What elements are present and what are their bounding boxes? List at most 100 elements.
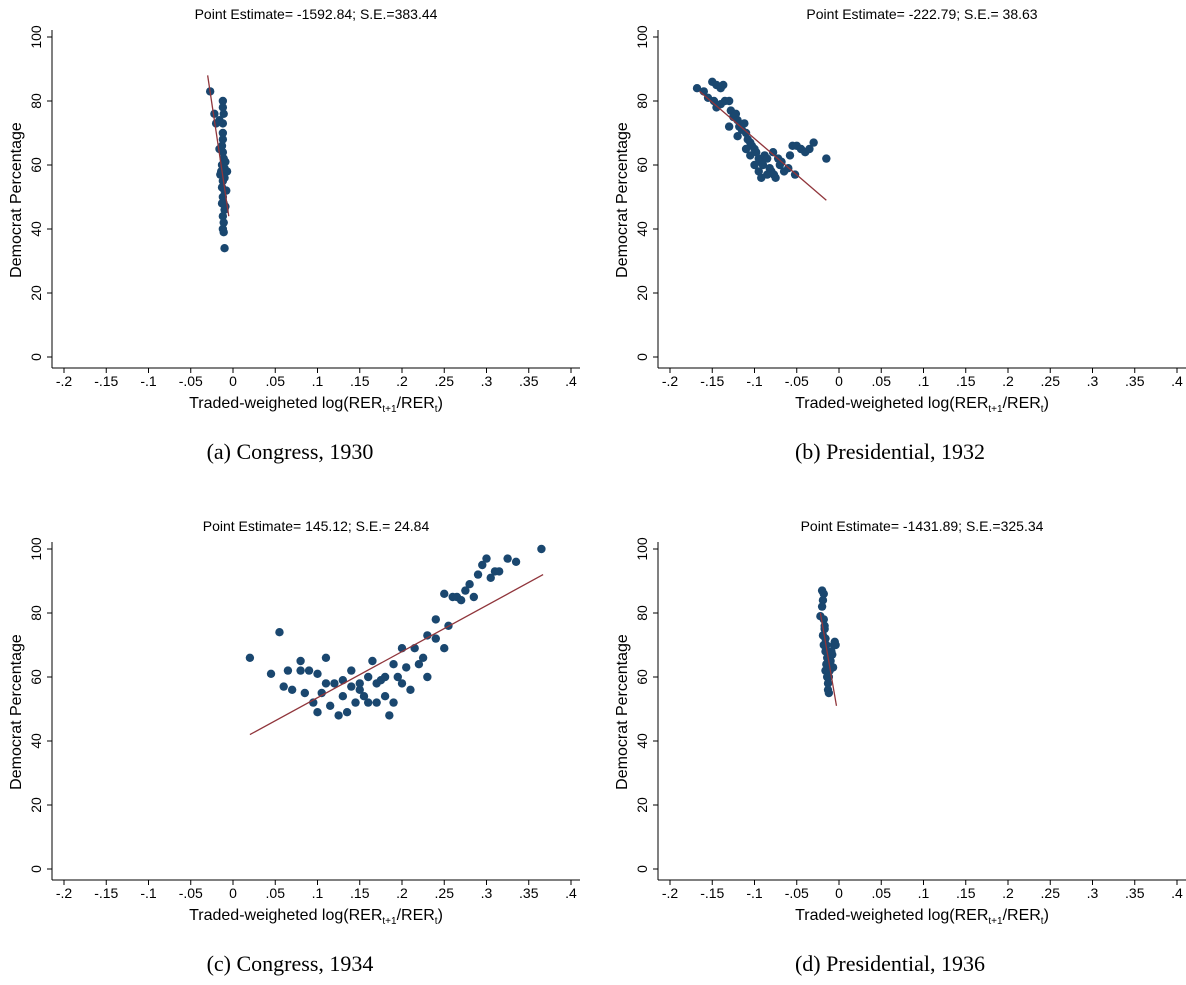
y-tick-label: 80 (28, 605, 44, 621)
label-part: /RER (397, 907, 435, 924)
point (389, 698, 398, 707)
y-tick-label: 40 (28, 733, 44, 749)
label-part: /RER (397, 395, 435, 412)
point (818, 596, 828, 605)
point (511, 557, 521, 566)
point (733, 132, 742, 141)
x-tick-label: -.2 (56, 373, 73, 389)
x-tick-label: -.05 (179, 885, 203, 901)
y-tick-label: 80 (634, 93, 650, 109)
x-tick-label: .3 (1087, 373, 1099, 389)
point (342, 708, 352, 717)
point (330, 679, 339, 688)
x-tick-label: -.05 (179, 373, 203, 389)
point (712, 103, 721, 112)
x-tick-label: -.15 (700, 373, 724, 389)
x-tick-label: .25 (1041, 373, 1061, 389)
y-axis-label: Democrat Percentage (614, 634, 631, 790)
point (217, 199, 227, 208)
chart-title: Point Estimate= 145.12; S.E.= 24.84 (203, 518, 430, 534)
chart-title: Point Estimate= -1431.89; S.E.=325.34 (801, 518, 1044, 534)
x-tick-label: -.05 (785, 885, 809, 901)
x-tick-label: 0 (229, 885, 237, 901)
point (469, 592, 479, 602)
x-tick-label: .4 (565, 373, 577, 389)
point (283, 666, 293, 675)
y-tick-label: 0 (28, 353, 44, 361)
x-tick-label: .35 (519, 373, 539, 389)
x-tick-label: .4 (1171, 373, 1183, 389)
point (741, 144, 751, 154)
y-tick-label: 60 (634, 669, 650, 685)
point (279, 682, 288, 691)
y-tick-label: 0 (634, 865, 650, 873)
x-tick-label: .2 (396, 373, 408, 389)
point (218, 135, 228, 144)
point (809, 138, 818, 147)
point (827, 647, 836, 656)
x-tick-label: .15 (350, 885, 370, 901)
label-part: /RER (1003, 907, 1041, 924)
x-tick-label: .1 (918, 885, 930, 901)
point (740, 119, 749, 128)
x-tick-label: .05 (266, 885, 286, 901)
point (817, 602, 827, 611)
y-tick-label: 80 (28, 93, 44, 109)
subscript: t (435, 404, 438, 415)
x-tick-label: .25 (1041, 885, 1061, 901)
point (819, 589, 828, 598)
point (440, 644, 449, 653)
point (423, 672, 432, 682)
point (478, 560, 487, 570)
point (402, 663, 411, 672)
point (731, 109, 741, 119)
x-tick-label: .15 (350, 373, 370, 389)
subscript: t (1041, 404, 1044, 415)
point (218, 103, 228, 112)
caption: (a) Congress, 1930 (207, 439, 374, 464)
caption: (b) Presidential, 1932 (795, 439, 985, 464)
point (461, 586, 470, 595)
point (724, 122, 734, 131)
x-tick-label: 0 (835, 885, 843, 901)
point (692, 84, 702, 93)
x-tick-label: .2 (1002, 373, 1014, 389)
x-tick-label: .2 (1002, 885, 1014, 901)
point (325, 701, 335, 710)
x-tick-label: -.1 (140, 373, 157, 389)
point (218, 96, 228, 106)
point (724, 96, 734, 106)
point (823, 679, 833, 688)
point (414, 660, 424, 669)
point (300, 688, 310, 698)
point (768, 148, 778, 157)
subscript: t (1041, 916, 1044, 927)
fit-line (249, 574, 544, 736)
point (334, 711, 343, 720)
subscript: t+1 (382, 916, 397, 927)
point (385, 711, 394, 720)
y-axis-label: Democrat Percentage (8, 122, 25, 278)
point (503, 554, 512, 563)
x-tick-label: .4 (565, 885, 577, 901)
label-part: Traded-weigheted log(RER (189, 907, 382, 924)
point (218, 119, 228, 128)
x-tick-label: -.2 (662, 373, 679, 389)
label-part: /RER (1003, 395, 1041, 412)
point (825, 666, 834, 675)
y-tick-label: 20 (634, 285, 650, 301)
chart: Point Estimate= -222.79; S.E.= 38.63 -.2 -… (614, 6, 1186, 464)
point (482, 554, 491, 563)
point (790, 170, 800, 179)
x-tick-label: .15 (956, 373, 976, 389)
y-tick-label: 100 (28, 537, 44, 561)
x-tick-label: -.2 (56, 885, 73, 901)
point (406, 685, 415, 694)
x-tick-label: 0 (835, 373, 843, 389)
y-tick-label: 60 (634, 157, 650, 173)
y-tick-label: 40 (28, 221, 44, 237)
point (771, 173, 780, 182)
point (296, 656, 305, 666)
point (338, 692, 348, 701)
point (824, 688, 834, 698)
